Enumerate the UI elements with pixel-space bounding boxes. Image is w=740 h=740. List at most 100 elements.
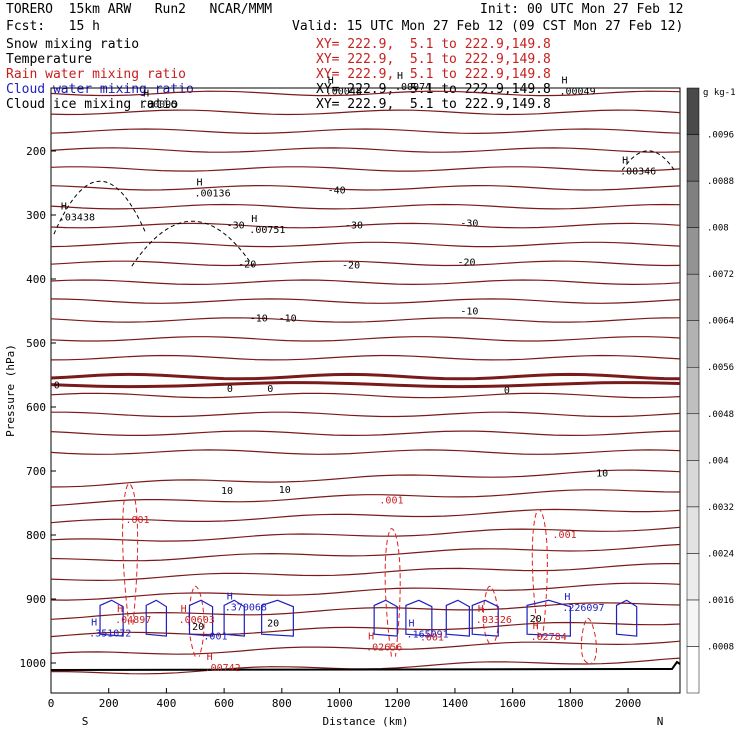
- x-tick-label: 1800: [557, 697, 584, 710]
- colorbar-tick-label: .0088: [707, 177, 734, 187]
- colorbar-unit: g kg-1: [703, 88, 736, 98]
- x-tick-label: 800: [272, 697, 292, 710]
- y-tick-label: 900: [26, 593, 46, 606]
- isotherm-line: [50, 336, 681, 342]
- maximum-value: .03438: [59, 213, 95, 224]
- x-tick-label: 0: [48, 697, 55, 710]
- isotherm-line: [50, 449, 681, 455]
- forecast-hour: Fcst: 15 h: [6, 19, 100, 34]
- isotherm-line: [50, 621, 681, 638]
- terrain-line: [50, 660, 681, 671]
- maximum-value: .00095: [141, 99, 177, 110]
- maximum-marker: H: [251, 214, 257, 225]
- isotherm-line: [50, 260, 681, 267]
- plot-frame: [50, 87, 681, 694]
- x-tick-label: 200: [99, 697, 119, 710]
- colorbar-tick-label: .0064: [707, 317, 734, 327]
- maximum-value: .00049: [559, 87, 595, 98]
- isotherm-line: [50, 184, 681, 191]
- colorbar-segment: [686, 134, 700, 182]
- temperature-label: 20: [192, 622, 204, 633]
- isotherm-line: [50, 354, 681, 361]
- temperature-label: 0: [54, 381, 60, 392]
- rain-contour: [122, 483, 139, 625]
- colorbar-segment: [686, 227, 700, 275]
- y-tick-label: 200: [26, 145, 46, 158]
- cloud-ice-contour: [131, 220, 254, 267]
- legend-snow: Snow mixing ratio: [6, 37, 140, 52]
- colorbar-segment: [686, 366, 700, 415]
- temperature-label: -30: [227, 221, 245, 232]
- temperature-label: 0: [504, 386, 510, 397]
- end-label-left: S: [82, 715, 89, 728]
- isotherm-line: [50, 469, 681, 488]
- maximum-value: .00136: [194, 188, 230, 199]
- x-tick-label: 1600: [499, 697, 526, 710]
- y-tick-label: 500: [26, 337, 46, 350]
- temperature-label: 10: [596, 468, 608, 479]
- isotherm-line: [50, 640, 681, 655]
- maximum-value: .00346: [620, 167, 656, 178]
- model-title: TORERO 15km ARW Run2 NCAR/MMM: [6, 2, 273, 17]
- maximum-marker: H: [622, 156, 628, 167]
- isotherm-line: [50, 372, 681, 381]
- y-tick-label: 400: [26, 273, 46, 286]
- isotherm-line: [50, 508, 681, 524]
- temperature-label: -10: [250, 313, 268, 324]
- isotherm-line: [50, 563, 680, 582]
- isotherm-line: [50, 392, 681, 399]
- maximum-marker: H: [207, 652, 213, 663]
- colorbar-segment: [686, 413, 700, 461]
- maximum-value: .00742: [205, 663, 241, 674]
- colorbar-tick-label: .008: [707, 224, 729, 234]
- colorbar-tick-label: .0016: [707, 596, 734, 606]
- temperature-label: 20: [530, 614, 542, 625]
- maximum-value: .02656: [366, 643, 402, 654]
- isotherm-line: [50, 430, 681, 437]
- temperature-label: 20: [267, 619, 279, 630]
- isotherm-zero-line: [50, 381, 681, 389]
- maximum-marker: H: [328, 76, 334, 87]
- colorbar-segment: [686, 506, 700, 554]
- maximum-value: .226097: [562, 603, 604, 614]
- colorbar-tick-label: .0008: [707, 642, 734, 652]
- isotherm-line: [50, 279, 681, 286]
- maximum-value: .00074: [395, 82, 431, 93]
- isotherm-line: [50, 128, 681, 135]
- temperature-label: -20: [457, 258, 475, 269]
- isotherm-line: [50, 582, 681, 601]
- maximum-value: .370068: [225, 602, 267, 613]
- rain-contour-label: .001: [553, 530, 577, 541]
- legend-cloud-ice: Cloud ice mixing ratio: [6, 97, 179, 112]
- cloud-ice-contour: [621, 150, 675, 171]
- rain-contour: [531, 508, 548, 638]
- colorbar-tick-label: .0096: [707, 131, 734, 141]
- maximum-marker: H: [91, 618, 97, 629]
- x-tick-label: 1400: [442, 697, 469, 710]
- colorbar-segment: [686, 273, 700, 321]
- temperature-label: -20: [238, 260, 256, 271]
- colorbar-segment: [686, 180, 700, 228]
- colorbar-segment: [686, 320, 700, 368]
- init-time: Init: 00 UTC Mon 27 Feb 12: [480, 2, 684, 17]
- isotherm-line: [50, 222, 681, 229]
- maximum-marker: H: [561, 76, 567, 87]
- isotherm-line: [50, 109, 681, 116]
- rain-contour-label: .001: [126, 515, 150, 526]
- isotherm-line: [50, 543, 681, 562]
- maximum-marker: H: [564, 592, 570, 603]
- cloud-water-contour: [261, 599, 294, 637]
- maximum-marker: H: [478, 604, 484, 615]
- temperature-label: -30: [345, 221, 363, 232]
- y-axis-label: Pressure (hPa): [4, 344, 17, 437]
- maximum-value: .00603: [179, 615, 215, 626]
- colorbar-segment: [686, 460, 700, 508]
- x-axis-label: Distance (km): [322, 715, 408, 728]
- legend-snow-xy: XY= 222.9, 5.1 to 222.9,149.8: [316, 37, 551, 52]
- temperature-label: 0: [267, 384, 273, 395]
- y-tick-label: 600: [26, 401, 46, 414]
- maximum-value: .03326: [476, 615, 512, 626]
- rain-contour-label: .001: [420, 633, 444, 644]
- colorbar-tick-label: .0072: [707, 270, 734, 280]
- colorbar-segment: [686, 553, 700, 601]
